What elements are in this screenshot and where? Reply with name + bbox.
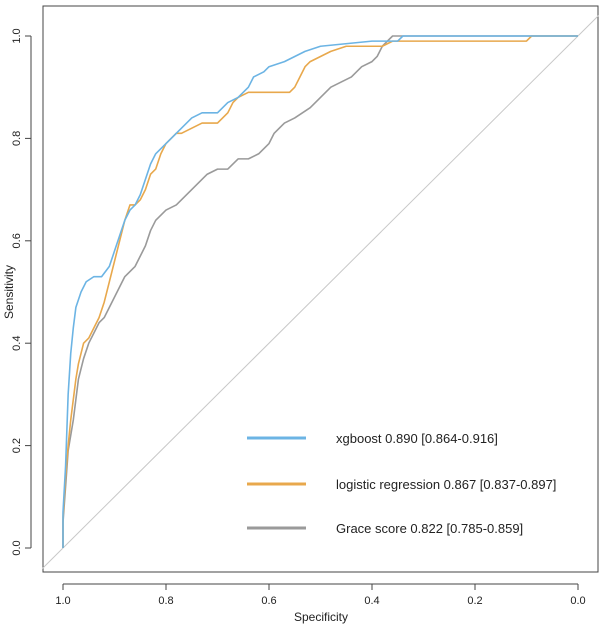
x-axis-title: Specificity <box>294 610 348 624</box>
legend-label: logistic regression 0.867 [0.837-0.897] <box>336 477 556 492</box>
x-tick-label: 1.0 <box>55 595 70 607</box>
x-tick-label: 0.6 <box>261 595 276 607</box>
x-tick-label: 0.0 <box>570 595 585 607</box>
x-tick-label: 0.2 <box>467 595 482 607</box>
y-axis: 0.0 0.2 0.4 0.6 0.8 1.0 <box>11 28 32 556</box>
x-axis: 1.0 0.8 0.6 0.4 0.2 0.0 <box>55 583 586 607</box>
plot-frame <box>42 5 599 573</box>
y-tick-label: 0.8 <box>11 131 23 146</box>
legend-label: xgboost 0.890 [0.864-0.916] <box>336 431 498 446</box>
y-tick-label: 0.2 <box>11 438 23 453</box>
series-lines <box>62 35 578 548</box>
reference-diagonal-line <box>42 15 599 569</box>
legend: xgboost 0.890 [0.864-0.916] logistic regr… <box>247 431 556 536</box>
y-tick-label: 1.0 <box>11 28 23 43</box>
y-tick-label: 0.4 <box>11 336 23 351</box>
legend-label: Grace score 0.822 [0.785-0.859] <box>336 521 523 536</box>
roc-curve-series-2 <box>62 35 578 548</box>
x-tick-label: 0.4 <box>364 595 379 607</box>
y-axis-title: Sensitivity <box>2 265 16 319</box>
y-tick-label: 0.0 <box>11 540 23 555</box>
y-tick-label: 0.6 <box>11 233 23 248</box>
x-tick-label: 0.8 <box>158 595 173 607</box>
roc-curve-series-0 <box>62 35 578 548</box>
